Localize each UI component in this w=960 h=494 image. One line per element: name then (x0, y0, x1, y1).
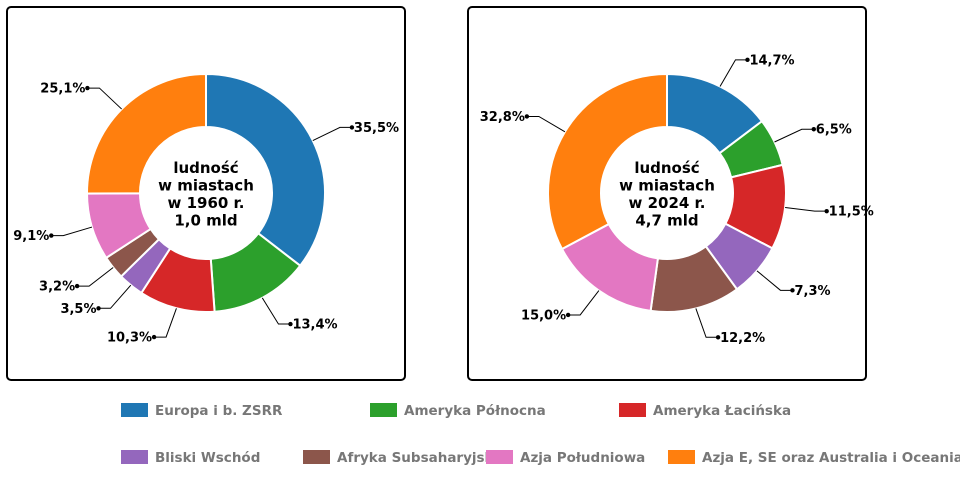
legend-item: Azja Południowa (486, 450, 645, 466)
leader-line (261, 297, 291, 325)
data-label: 25,1% (40, 82, 85, 97)
leader-dot (790, 288, 795, 293)
data-label: 3,2% (39, 280, 75, 295)
center-label: w 1960 r. (167, 194, 244, 212)
data-label: 6,5% (816, 123, 852, 138)
leader-dot (49, 233, 54, 238)
legend-swatch (668, 450, 695, 464)
legend: Europa i b. ZSRR Ameryka Północna Ameryka … (121, 403, 960, 466)
legend-swatch (121, 450, 148, 464)
data-label: 15,0% (521, 308, 566, 323)
leader-dot (811, 127, 816, 132)
data-label: 9,1% (13, 229, 49, 244)
legend-label: Afryka Subsaharyjska (337, 450, 503, 466)
legend-label: Ameryka Łacińska (653, 403, 791, 419)
legend-item: Europa i b. ZSRR (121, 403, 283, 419)
legend-item: Ameryka Północna (370, 403, 546, 419)
leader-line (154, 308, 177, 338)
center-label: ludność (173, 159, 238, 177)
leader-dot (524, 114, 530, 119)
panel-1960 (6, 6, 406, 381)
legend-item: Afryka Subsaharyjska (303, 450, 503, 466)
leader-dot (824, 208, 829, 214)
legend-label: Europa i b. ZSRR (155, 403, 283, 419)
leader-dot (745, 57, 750, 63)
legend-swatch (619, 403, 646, 417)
leader-dot (715, 335, 721, 340)
legend-item: Ameryka Łacińska (619, 403, 791, 419)
leader-line (77, 267, 114, 287)
donut-slice (205, 72, 326, 268)
leader-line (719, 59, 748, 87)
data-label: 10,3% (107, 331, 152, 346)
leader-line (526, 115, 566, 133)
leader-line (695, 308, 719, 338)
legend-label: Azja Południowa (520, 450, 645, 466)
legend-swatch (486, 450, 513, 464)
center-label: w miastach (158, 177, 254, 195)
legend-item: Bliski Wschód (121, 450, 260, 466)
leader-line (756, 270, 793, 291)
leader-dot (85, 85, 90, 91)
data-label: 12,2% (720, 331, 765, 346)
data-label: 32,8% (480, 110, 525, 125)
center-label: 4,7 mld (635, 212, 698, 230)
legend-label: Bliski Wschód (155, 450, 260, 466)
leader-dot (74, 283, 80, 289)
data-label: 3,5% (60, 302, 96, 317)
leader-line (785, 207, 827, 212)
data-label: 7,3% (794, 284, 830, 299)
data-label: 35,5% (354, 121, 399, 136)
center-label: 1,0 mld (174, 212, 237, 230)
data-label: 13,4% (292, 318, 337, 333)
panel-2024 (467, 6, 867, 381)
leader-line (774, 128, 814, 143)
leader-dot (349, 125, 355, 130)
center-label: ludność (634, 159, 699, 177)
data-label: 14,7% (749, 53, 794, 68)
leader-line (87, 87, 122, 110)
donut-slice (547, 72, 668, 251)
leader-dot (151, 334, 157, 340)
legend-label: Azja E, SE oraz Australia i Oceania (702, 450, 960, 466)
leader-line (568, 290, 600, 316)
legend-label: Ameryka Północna (404, 403, 546, 419)
legend-item: Azja E, SE oraz Australia i Oceania (668, 450, 960, 466)
leader-line (98, 284, 132, 309)
leader-line (51, 226, 93, 237)
legend-swatch (370, 403, 397, 417)
legend-swatch (121, 403, 148, 417)
center-label: w miastach (619, 177, 715, 195)
data-label: 11,5% (829, 205, 874, 220)
leader-dot (96, 306, 101, 311)
legend-swatch (303, 450, 330, 464)
donut-slice (86, 72, 207, 195)
leader-dot (288, 321, 293, 327)
leader-dot (565, 312, 571, 318)
leader-line (312, 126, 352, 141)
center-label: w 2024 r. (628, 194, 705, 212)
